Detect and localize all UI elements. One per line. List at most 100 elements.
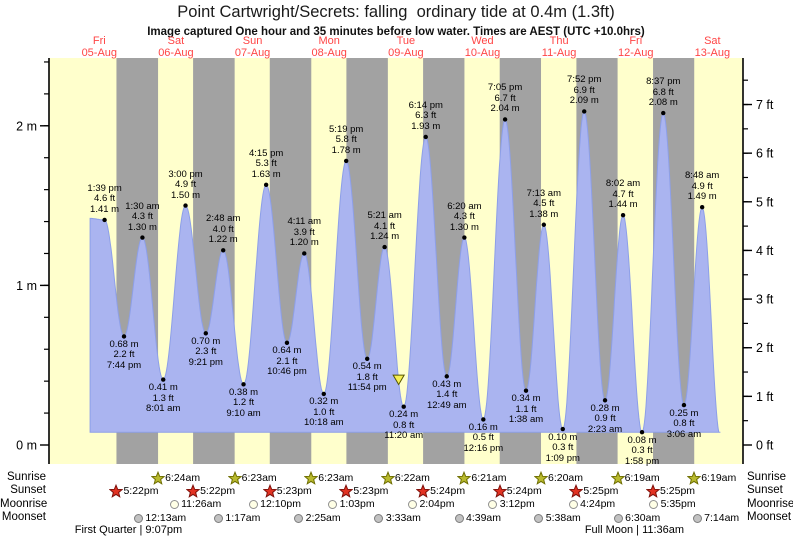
high-tide-dot <box>183 203 188 208</box>
low-tide-dot <box>560 426 565 432</box>
sunset-star-shape <box>646 484 661 498</box>
tide-label-line: 0.16 m <box>468 421 498 433</box>
tide-label-line: 2:48 am <box>206 213 241 225</box>
tide-label-high: 5:19 pm 5.8 ft 1.78 m <box>308 124 384 157</box>
low-tide-dot <box>241 382 246 387</box>
tide-label-line: 4.1 ft <box>374 220 396 232</box>
tide-label-line: 5.3 ft <box>255 158 277 170</box>
sunset-time: 5:25pm <box>660 484 696 497</box>
tide-label-line: 1.93 m <box>411 120 441 132</box>
moonset-time: 3:33am <box>385 511 421 524</box>
y-axis-right-label: 2 ft <box>756 341 774 355</box>
tide-label-line: 0.38 m <box>229 386 259 398</box>
sunrise-time: 6:20am <box>548 471 584 484</box>
tide-label-line: 2:23 am <box>587 423 623 435</box>
moonrise-time: 5:35pm <box>660 498 696 510</box>
row-label-right-sunset: Sunset <box>747 484 783 496</box>
tide-label-line: 1.8 ft <box>356 371 378 383</box>
tide-label-low: 0.32 m 1.0 ft 10:18 am <box>286 397 362 429</box>
sunset-star-icon <box>569 484 584 498</box>
tide-label-low: 0.25 m 0.8 ft 3:06 am <box>646 408 722 441</box>
tide-label-line: 0.32 m <box>309 396 339 408</box>
low-tide-dot <box>639 430 645 435</box>
tide-label-high: 6:20 am 4.3 ft 1.30 m <box>426 200 502 234</box>
sunrise-star-icon <box>610 471 625 485</box>
tide-label-low: 0.68 m 2.2 ft 7:44 pm <box>86 339 162 372</box>
y-axis-right-label: 0 ft <box>756 439 774 453</box>
tide-label-line: 1.1 ft <box>515 403 537 415</box>
tide-label-line: 0.08 m <box>627 434 657 446</box>
day-name: Thu <box>549 35 569 47</box>
tide-label-line: 5:21 am <box>367 210 402 222</box>
tide-label-line: 6:14 pm <box>408 99 443 111</box>
tide-label-low: 0.10 m 0.3 ft 1:09 pm <box>525 432 601 465</box>
tide-label-line: 8:01 am <box>146 403 181 415</box>
sunset-time: 5:24pm <box>506 484 542 497</box>
tide-label-low: 0.64 m 2.1 ft 10:46 pm <box>249 346 325 378</box>
sunset-time: 5:23pm <box>353 484 389 497</box>
tide-label-line: 0.41 m <box>148 382 178 394</box>
tide-label-line: 4:11 am <box>287 216 322 228</box>
day-date: 05-Aug <box>81 46 118 59</box>
tide-label-low: 0.24 m 0.8 ft 11:20 am <box>366 410 442 442</box>
tide-label-line: 0.28 m <box>590 402 620 414</box>
tide-label-line: 4.5 ft <box>533 198 555 210</box>
tide-label-line: 3.9 ft <box>293 226 315 238</box>
tide-label-line: 9:21 pm <box>188 356 223 368</box>
tide-label-line: 12:16 pm <box>463 442 504 454</box>
day-date: 10-Aug <box>464 46 501 59</box>
tide-label-line: 10:46 pm <box>267 366 307 378</box>
sunrise-star-icon <box>227 471 242 485</box>
day-name: Wed <box>471 35 494 47</box>
moonset-time: 6:30am <box>625 511 661 524</box>
sunrise-star-shape <box>534 471 548 485</box>
tide-label-high: 5:21 am 4.1 ft 1.24 m <box>347 211 423 243</box>
high-tide-dot <box>699 204 705 210</box>
sunset-star-icon <box>262 484 277 498</box>
tide-label-line: 2.2 ft <box>113 349 135 361</box>
sunrise-star-shape <box>380 471 395 485</box>
tide-label-line: 7:52 pm <box>567 74 602 86</box>
high-tide-dot <box>302 251 307 256</box>
moonrise-circle-icon <box>248 500 258 509</box>
tide-label-line: 6:20 am <box>447 200 482 212</box>
tide-label-line: 0.34 m <box>511 393 541 405</box>
tide-label-line: 4.0 ft <box>212 223 234 235</box>
tide-label-line: 1:30 am <box>125 200 160 212</box>
moonset-circle-icon <box>613 513 623 523</box>
tide-label-line: 4.9 ft <box>691 180 713 192</box>
high-tide-dot <box>502 117 508 122</box>
tide-label-line: 4.6 ft <box>94 193 116 205</box>
page-title: Point Cartwright/Secrets: falling ordina… <box>177 3 615 21</box>
day-date: 13-Aug <box>694 46 731 59</box>
tide-label-line: 1.0 ft <box>313 406 335 418</box>
moonset-time: 5:38am <box>545 511 581 524</box>
tide-label-line: 1.24 m <box>370 231 400 243</box>
row-label-left-sunrise: Sunrise <box>7 471 46 483</box>
page-subtitle: Image captured One hour and 35 minutes b… <box>147 26 645 38</box>
low-tide-dot <box>203 331 209 336</box>
high-tide-dot <box>541 222 547 227</box>
day-label: Sat 13-Aug <box>674 35 750 59</box>
sunset-star-icon <box>492 484 507 498</box>
day-label: Sat 06-Aug <box>138 35 214 59</box>
tide-label-line: 4.9 ft <box>174 179 197 191</box>
tide-label-low: 0.08 m 0.3 ft 1:58 pm <box>604 434 680 468</box>
tide-label-line: 1.41 m <box>90 203 120 215</box>
tide-label-line: 1.50 m <box>170 189 201 201</box>
high-tide-dot <box>221 248 226 253</box>
high-tide-dot <box>343 158 349 164</box>
row-label-left-sunset: Sunset <box>10 484 46 496</box>
moon-phase-caption: First Quarter | 9:07pm <box>74 524 183 536</box>
tide-label-line: 1.3 ft <box>152 392 174 404</box>
tide-label-high: 1:30 am 4.3 ft 1.30 m <box>104 200 180 234</box>
tide-label-line: 6.7 ft <box>494 92 516 104</box>
sunset-time: 5:22pm <box>123 484 159 497</box>
low-tide-dot <box>121 334 127 339</box>
sunrise-time: 6:23am <box>318 471 354 484</box>
tide-label-high: 7:52 pm 6.9 ft 2.09 m <box>546 75 622 107</box>
y-axis-left-label: 1 m <box>16 279 37 293</box>
tide-label-line: 4.3 ft <box>131 211 153 223</box>
tide-label-low: 0.38 m 1.2 ft 9:10 am <box>206 386 282 420</box>
low-tide-dot <box>365 356 370 362</box>
